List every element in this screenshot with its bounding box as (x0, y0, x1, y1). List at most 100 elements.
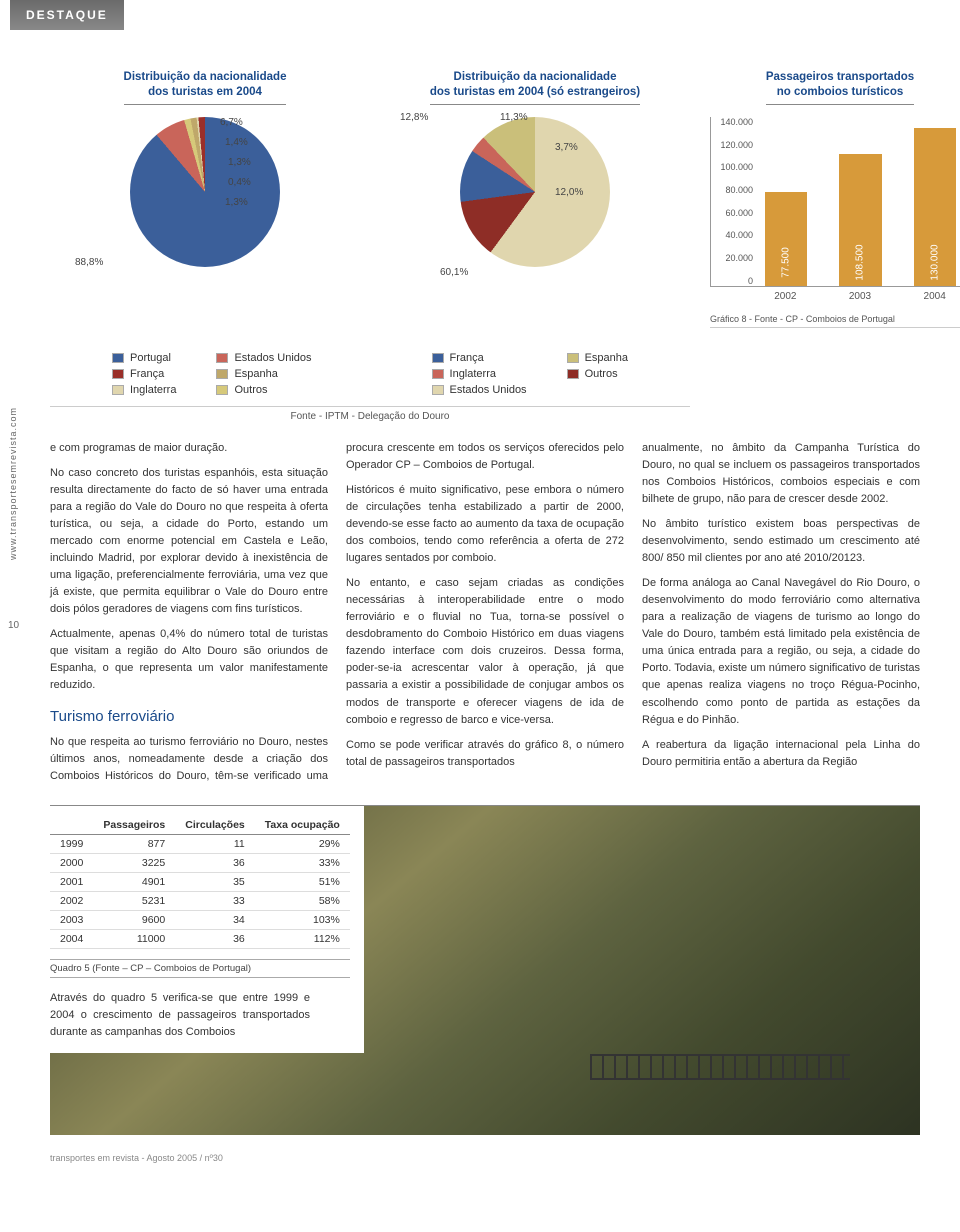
body-p3: Actualmente, apenas 0,4% do número total… (50, 626, 328, 694)
table-cell: 5231 (93, 891, 175, 910)
legend-item: Espanha (567, 352, 628, 364)
table-cell: 1999 (50, 834, 93, 853)
bar-title: Passageiros transportados no comboios tu… (766, 70, 914, 105)
pie-slice-label: 12,0% (555, 187, 583, 198)
x-tick: 2003 (833, 291, 888, 302)
bar-value-label: 77.500 (781, 247, 792, 278)
legend-swatch (112, 369, 124, 379)
charts-row: Distribuição da nacionalidade dos turist… (50, 0, 920, 328)
body-p11: A reabertura da ligação internacional pe… (642, 737, 920, 771)
table-cell: 9600 (93, 910, 175, 929)
legend-swatch (567, 369, 579, 379)
table-row: 19998771129% (50, 834, 350, 853)
y-tick: 60.000 (711, 208, 753, 218)
legend-swatch (216, 385, 228, 395)
table-cell: 877 (93, 834, 175, 853)
bar-x-axis: 200220032004 (710, 287, 960, 302)
body-p7: Como se pode verificar através do gráfic… (346, 737, 624, 771)
y-tick: 140.000 (711, 117, 753, 127)
table-cell: 2004 (50, 929, 93, 948)
x-tick: 2002 (758, 291, 813, 302)
data-table: PassageirosCirculaçõesTaxa ocupação 1999… (50, 816, 350, 949)
table-row: 200032253633% (50, 853, 350, 872)
bar-canvas: 140.000120.000100.00080.00060.00040.0002… (710, 117, 960, 287)
legend-label: Outros (234, 384, 267, 396)
legend-label: França (130, 368, 164, 380)
y-tick: 100.000 (711, 162, 753, 172)
table-header-cell: Passageiros (93, 816, 175, 835)
table-cell: 103% (255, 910, 350, 929)
legend-swatch (112, 385, 124, 395)
bar-y-axis: 140.000120.000100.00080.00060.00040.0002… (711, 117, 757, 286)
table-cell: 11 (175, 834, 255, 853)
pie-slice-label: 3,7% (555, 142, 578, 153)
pie-chart-1: Distribuição da nacionalidade dos turist… (50, 70, 360, 328)
table-cell: 2002 (50, 891, 93, 910)
body-p5: Históricos é muito significativo, pese e… (346, 482, 624, 567)
bar-source: Gráfico 8 - Fonte - CP - Comboios de Por… (710, 314, 960, 328)
legend-swatch (432, 353, 444, 363)
table-row: 200149013551% (50, 872, 350, 891)
pie-slice-label: 12,8% (400, 112, 428, 123)
bar-value-label: 108.500 (855, 244, 866, 280)
table-panel: PassageirosCirculaçõesTaxa ocupação 1999… (50, 806, 364, 1053)
y-tick: 120.000 (711, 140, 753, 150)
pie-source: Fonte - IPTM - Delegação do Douro (50, 406, 690, 422)
legend-item: Outros (216, 384, 311, 396)
pie2-title: Distribuição da nacionalidade dos turist… (430, 70, 640, 105)
legend-label: Inglaterra (130, 384, 176, 396)
body-p1: e com programas de maior duração. (50, 440, 328, 457)
legend-label: Espanha (234, 368, 277, 380)
table-cell: 58% (255, 891, 350, 910)
pie1-canvas (130, 117, 280, 267)
table-caption: Quadro 5 (Fonte – CP – Comboios de Portu… (50, 959, 350, 978)
legend-item: Estados Unidos (432, 384, 527, 396)
y-tick: 80.000 (711, 185, 753, 195)
pie1-title: Distribuição da nacionalidade dos turist… (124, 70, 287, 105)
table-cell: 3225 (93, 853, 175, 872)
legend-item: Espanha (216, 368, 311, 380)
body-p8: anualmente, no âmbito da Campanha Turíst… (642, 440, 920, 508)
table-cell: 4901 (93, 872, 175, 891)
pie-legends: Portugal França Inglaterra Estados Unidos E… (50, 352, 690, 396)
table-cell: 35 (175, 872, 255, 891)
y-tick: 20.000 (711, 253, 753, 263)
legend-label: Estados Unidos (234, 352, 311, 364)
photo-region: PassageirosCirculaçõesTaxa ocupação 1999… (50, 805, 920, 1135)
legend-label: Portugal (130, 352, 171, 364)
legend-label: França (450, 352, 484, 364)
pie-slice-label: 1,4% (225, 137, 248, 148)
table-cell: 11000 (93, 929, 175, 948)
legend-label: Inglaterra (450, 368, 496, 380)
legend-swatch (216, 369, 228, 379)
pie-slice-label: 0,4% (228, 177, 251, 188)
table-cell: 36 (175, 853, 255, 872)
pie2-canvas (460, 117, 610, 267)
legend-item: Inglaterra (112, 384, 176, 396)
table-cell: 2003 (50, 910, 93, 929)
bar-value-label: 130.000 (929, 244, 940, 280)
body-p9: No âmbito turístico existem boas perspec… (642, 516, 920, 567)
bridge-illustration (590, 1054, 850, 1080)
table-cell: 34 (175, 910, 255, 929)
pie-slice-label: 60,1% (440, 267, 468, 278)
legend-label: Outros (585, 368, 618, 380)
table-header-cell (50, 816, 93, 835)
table-cell: 2000 (50, 853, 93, 872)
legend-swatch (432, 385, 444, 395)
table-header-cell: Circulações (175, 816, 255, 835)
body-p10: De forma análoga ao Canal Navegável do R… (642, 575, 920, 728)
table-cell: 36 (175, 929, 255, 948)
table-row: 2003960034103% (50, 910, 350, 929)
legend-item: França (432, 352, 527, 364)
pie-slice-label: 11,3% (500, 112, 528, 123)
table-cell: 112% (255, 929, 350, 948)
page-footer: transportes em revista - Agosto 2005 / n… (50, 1153, 920, 1163)
pie-slice-label: 1,3% (228, 157, 251, 168)
table-cell: 51% (255, 872, 350, 891)
legend-item: Outros (567, 368, 628, 380)
body-p2: No caso concreto dos turistas espanhóis,… (50, 465, 328, 618)
y-tick: 0 (711, 276, 753, 286)
article-body: e com programas de maior duração. No cas… (50, 440, 920, 785)
pie-slice-label: 6,7% (220, 117, 243, 128)
